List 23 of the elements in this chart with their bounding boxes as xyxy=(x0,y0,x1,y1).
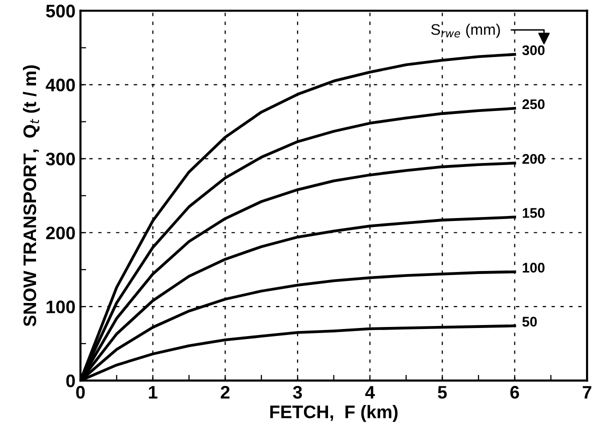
y-tick-label: 500 xyxy=(46,4,75,18)
x-tick-label: 0 xyxy=(76,386,85,399)
x-tick-label: 4 xyxy=(365,386,375,398)
series-label: 250 xyxy=(522,99,545,110)
series-label: 150 xyxy=(522,208,545,218)
y-tick-label: 0 xyxy=(66,374,75,388)
x-tick-label: 6 xyxy=(510,386,520,399)
series-label: 50 xyxy=(522,316,537,327)
y-tick-label: 400 xyxy=(46,78,75,92)
y-tick-label: 100 xyxy=(46,300,75,314)
legend-label: 300 xyxy=(522,45,545,56)
series-label: 200 xyxy=(522,154,545,164)
x-tick-label: 5 xyxy=(438,386,447,399)
x-tick-label: 1 xyxy=(148,386,158,398)
x-tick-label: 3 xyxy=(292,386,302,399)
y-tick-label: 200 xyxy=(46,226,75,240)
x-axis-title: FETCH, F (km) xyxy=(270,405,398,422)
legend-title: S$_{rwe}$ (mm) xyxy=(431,24,500,38)
x-tick-label: 2 xyxy=(220,386,230,398)
x-tick-label: 7 xyxy=(582,386,592,398)
y-tick-label: 300 xyxy=(46,152,75,166)
series-label: 100 xyxy=(522,262,545,273)
y-axis-title: SNOW TRANSPORT, Q$_{t}$ (t / m) xyxy=(22,65,40,326)
